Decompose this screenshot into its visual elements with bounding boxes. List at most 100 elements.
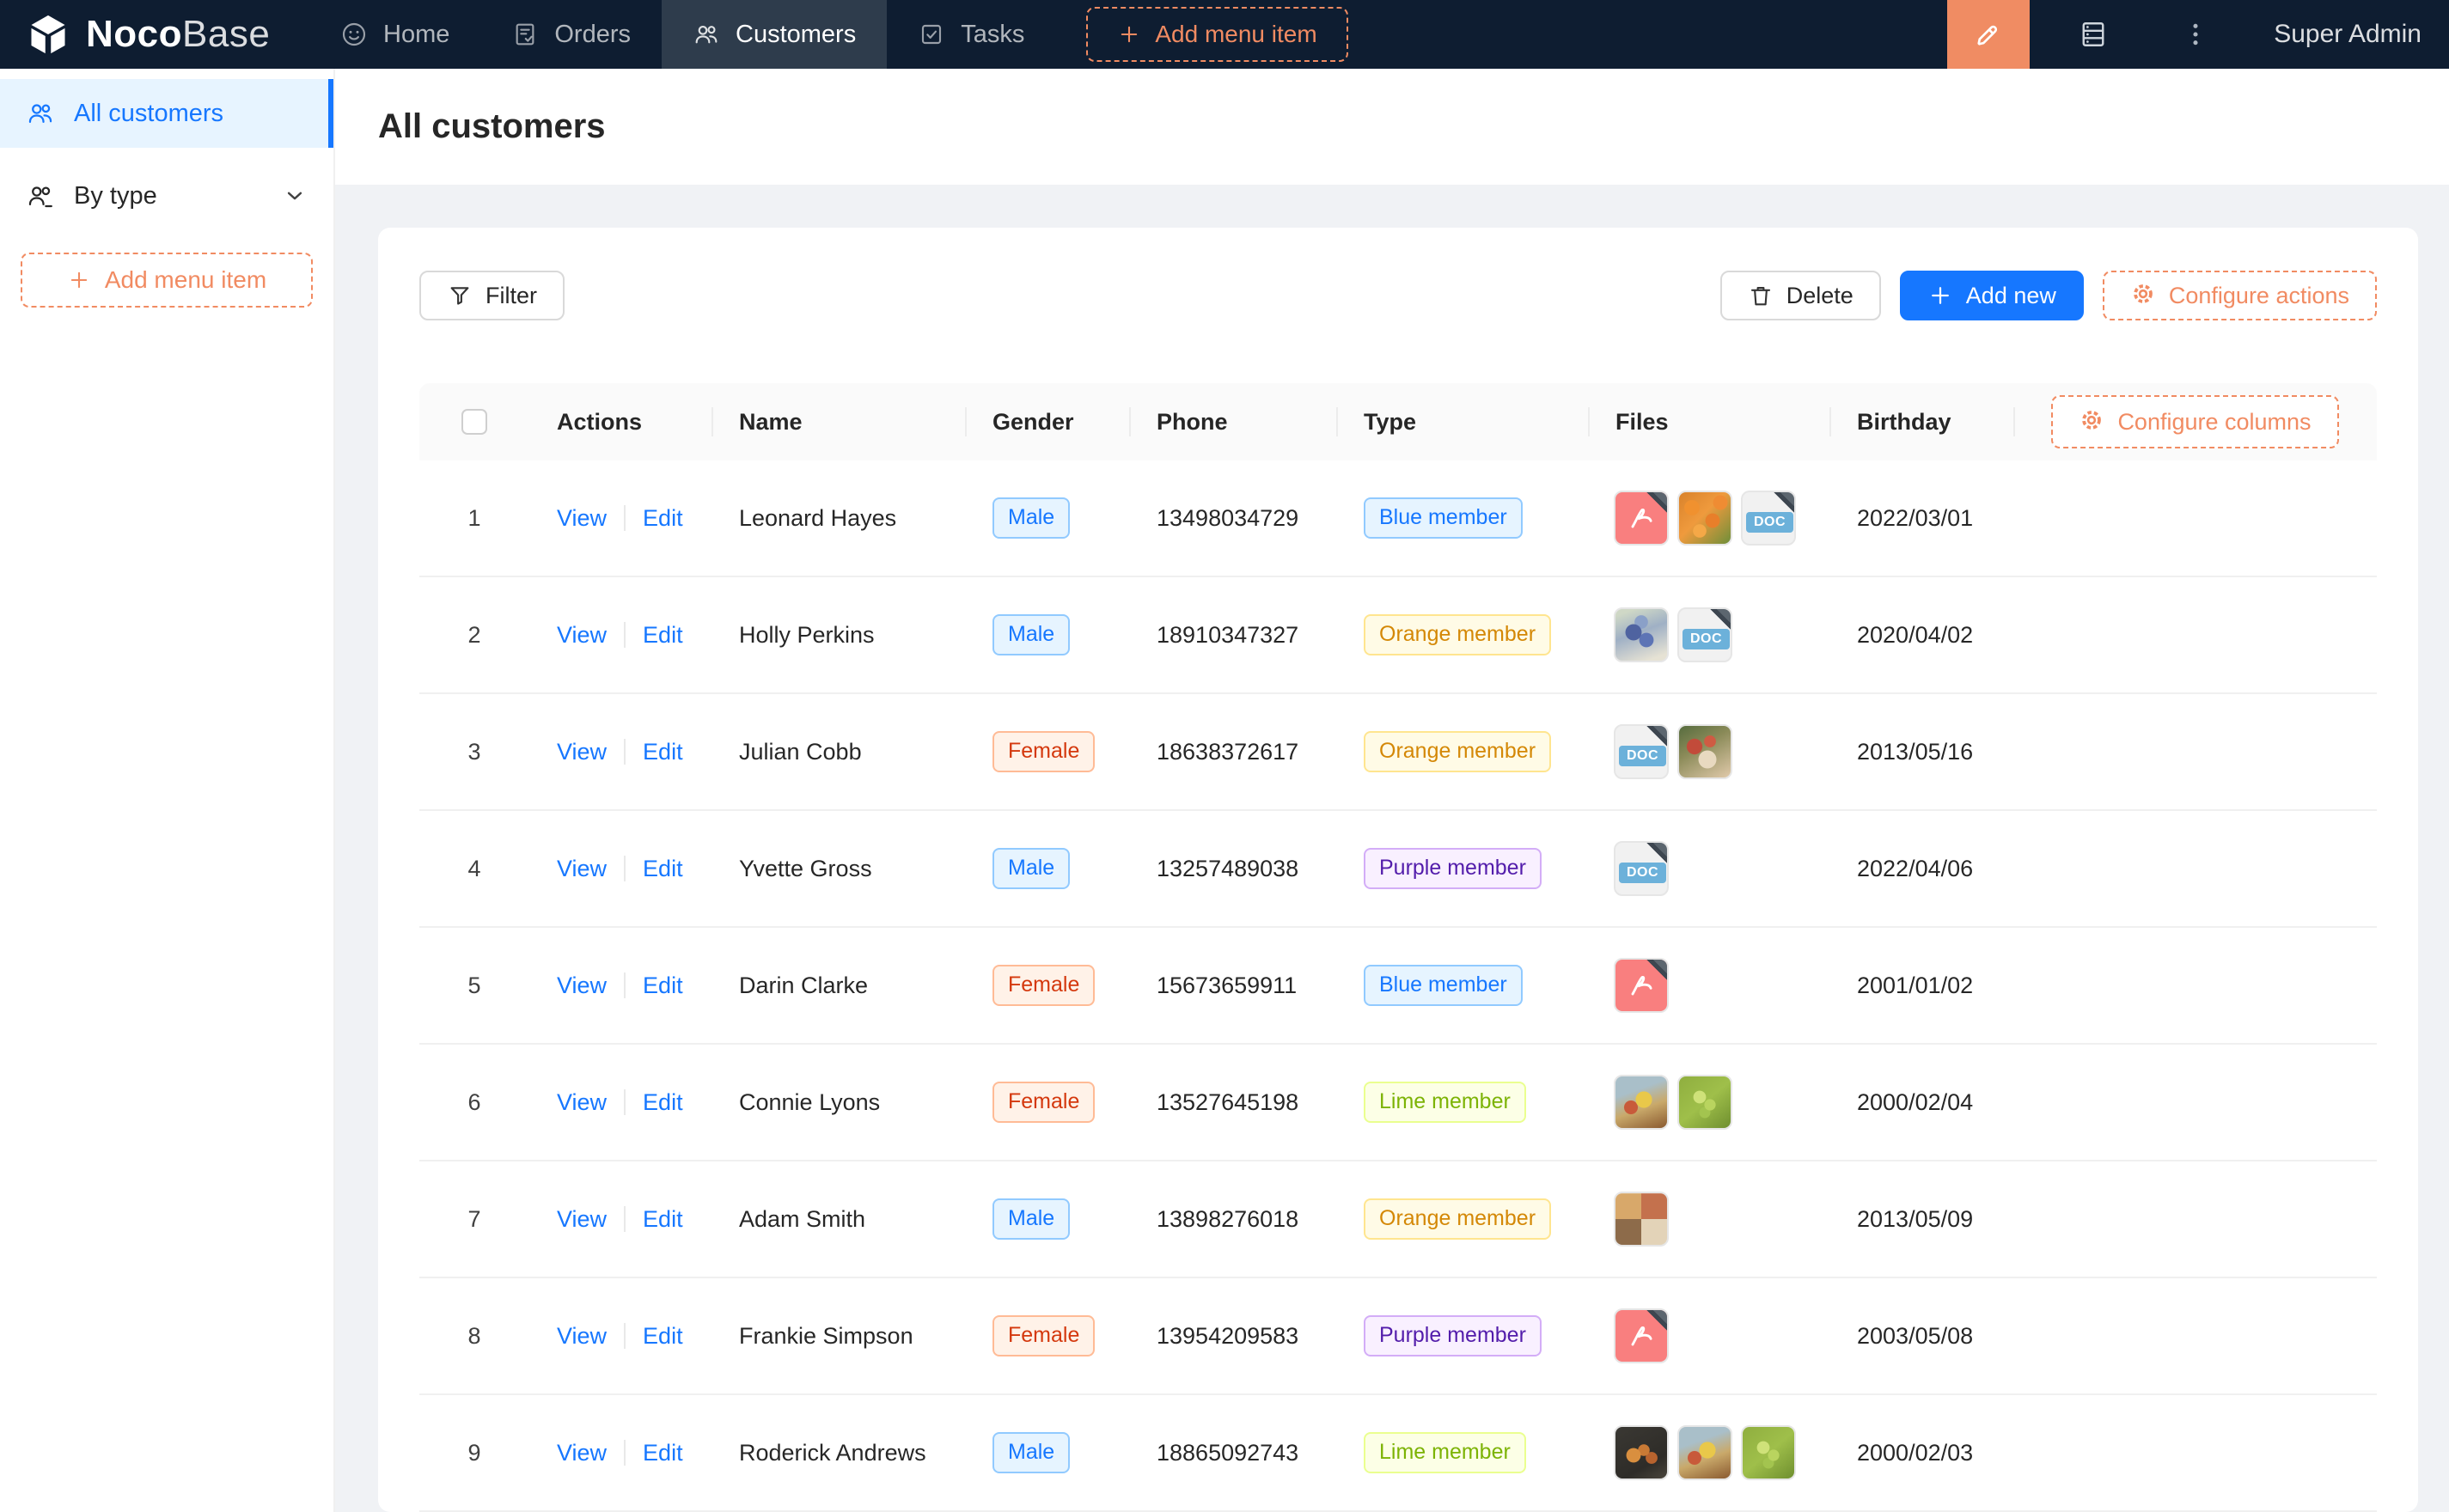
type-cell: Blue member	[1336, 497, 1588, 539]
image-thumbnail[interactable]	[1614, 1192, 1669, 1247]
ui-editor-button[interactable]	[1947, 0, 2031, 69]
sidebar-item-by-type[interactable]: By type	[0, 162, 333, 230]
view-link[interactable]: View	[557, 504, 608, 531]
select-all-checkbox[interactable]	[461, 409, 487, 435]
column-header-gender[interactable]: Gender	[965, 383, 1129, 460]
column-header-name[interactable]: Name	[711, 383, 965, 460]
customer-phone: 18865092743	[1157, 1439, 1299, 1466]
nav-item-orders[interactable]: Orders	[480, 0, 662, 69]
server-icon	[2078, 19, 2109, 50]
edit-link[interactable]: Edit	[643, 504, 683, 531]
customer-phone: 13527645198	[1157, 1088, 1299, 1115]
edit-link[interactable]: Edit	[643, 1088, 683, 1115]
customer-birthday: 2001/01/02	[1857, 972, 1974, 998]
pdf-file-icon[interactable]	[1614, 491, 1669, 546]
sidebar-add-menu-item-button[interactable]: Add menu item	[21, 253, 313, 308]
divider	[624, 739, 626, 765]
image-thumbnail[interactable]	[1677, 1425, 1732, 1480]
edit-link[interactable]: Edit	[643, 855, 683, 881]
customer-name: Adam Smith	[739, 1205, 866, 1232]
configure-columns-cell: Configure columns	[2013, 383, 2377, 460]
view-link[interactable]: View	[557, 1322, 608, 1349]
image-thumbnail[interactable]	[1614, 1075, 1669, 1130]
view-link[interactable]: View	[557, 738, 608, 765]
customer-phone: 13257489038	[1157, 855, 1299, 881]
folded-corner	[1646, 726, 1667, 747]
gender-cell: Female	[965, 1082, 1129, 1123]
customers-icon	[26, 99, 55, 128]
image-thumbnail[interactable]	[1677, 724, 1732, 779]
nav-item-home[interactable]: Home	[309, 0, 480, 69]
files-cell	[1588, 1425, 1829, 1480]
top-nav: NocoBase Home Orders	[0, 0, 2449, 69]
image-thumbnail[interactable]	[1741, 1425, 1796, 1480]
configure-actions-button[interactable]: Configure actions	[2102, 271, 2377, 320]
edit-link[interactable]: Edit	[643, 972, 683, 998]
edit-link[interactable]: Edit	[643, 1205, 683, 1232]
view-link[interactable]: View	[557, 972, 608, 998]
folded-corner	[1774, 492, 1794, 513]
column-header-files[interactable]: Files	[1588, 383, 1829, 460]
plugins-button[interactable]	[2078, 19, 2109, 50]
customer-name: Connie Lyons	[739, 1088, 881, 1115]
edit-link[interactable]: Edit	[643, 1322, 683, 1349]
gender-badge: Male	[992, 614, 1071, 655]
view-link[interactable]: View	[557, 621, 608, 648]
gender-badge: Male	[992, 1432, 1071, 1473]
customer-birthday: 2000/02/04	[1857, 1088, 1974, 1115]
row-actions: View Edit	[529, 856, 711, 882]
image-thumbnail[interactable]	[1614, 1425, 1669, 1480]
customer-name: Frankie Simpson	[739, 1322, 913, 1349]
edit-link[interactable]: Edit	[643, 1439, 683, 1466]
nav-item-customers[interactable]: Customers	[662, 0, 888, 69]
table-toolbar: Filter Delete	[419, 271, 2377, 320]
customer-phone: 18910347327	[1157, 621, 1299, 648]
filter-button-label: Filter	[486, 282, 537, 308]
view-link[interactable]: View	[557, 855, 608, 881]
configure-actions-label: Configure actions	[2168, 282, 2349, 308]
type-badge: Purple member	[1364, 848, 1542, 889]
row-index: 1	[467, 504, 481, 531]
column-header-birthday[interactable]: Birthday	[1829, 383, 2013, 460]
configure-columns-button[interactable]: Configure columns	[2051, 395, 2339, 448]
image-thumbnail[interactable]	[1677, 1075, 1732, 1130]
configure-columns-label: Configure columns	[2117, 408, 2312, 435]
delete-button[interactable]: Delete	[1719, 271, 1881, 320]
doc-file-icon[interactable]: DOC	[1614, 724, 1669, 779]
nocobase-logo[interactable]: NocoBase	[0, 12, 309, 57]
doc-file-icon[interactable]: DOC	[1614, 841, 1669, 896]
pdf-file-icon[interactable]	[1614, 958, 1669, 1013]
more-actions-button[interactable]	[2183, 20, 2208, 49]
delete-button-label: Delete	[1786, 282, 1854, 308]
view-link[interactable]: View	[557, 1088, 608, 1115]
nav-add-menu-item-button[interactable]: Add menu item	[1086, 7, 1348, 62]
view-link[interactable]: View	[557, 1205, 608, 1232]
doc-file-icon[interactable]: DOC	[1677, 607, 1732, 662]
customer-phone: 13498034729	[1157, 504, 1299, 531]
nav-right-cluster: Super Admin	[1947, 0, 2449, 69]
image-thumbnail[interactable]	[1677, 491, 1732, 546]
nav-item-tasks[interactable]: Tasks	[887, 0, 1055, 69]
add-new-button[interactable]: Add new	[1899, 271, 2084, 320]
doc-file-icon[interactable]: DOC	[1741, 491, 1796, 546]
edit-link[interactable]: Edit	[643, 621, 683, 648]
gender-badge: Female	[992, 1082, 1096, 1123]
edit-link[interactable]: Edit	[643, 738, 683, 765]
gender-cell: Male	[965, 497, 1129, 539]
customers-table: Actions Name Gender Phone Type Files Bir…	[419, 383, 2377, 1512]
user-menu[interactable]: Super Admin	[2274, 20, 2422, 48]
gender-cell: Female	[965, 1315, 1129, 1357]
type-cell: Orange member	[1336, 731, 1588, 772]
image-thumbnail[interactable]	[1614, 607, 1669, 662]
column-header-phone[interactable]: Phone	[1129, 383, 1336, 460]
column-header-actions[interactable]: Actions	[557, 408, 643, 435]
sidebar-item-all-customers[interactable]: All customers	[0, 79, 333, 148]
filter-button[interactable]: Filter	[419, 271, 565, 320]
type-badge: Orange member	[1364, 731, 1552, 772]
sidebar-item-label: All customers	[74, 99, 224, 127]
pdf-file-icon[interactable]	[1614, 1308, 1669, 1363]
customer-name: Darin Clarke	[739, 972, 869, 998]
view-link[interactable]: View	[557, 1439, 608, 1466]
type-badge: Lime member	[1364, 1082, 1526, 1123]
column-header-type[interactable]: Type	[1336, 383, 1588, 460]
